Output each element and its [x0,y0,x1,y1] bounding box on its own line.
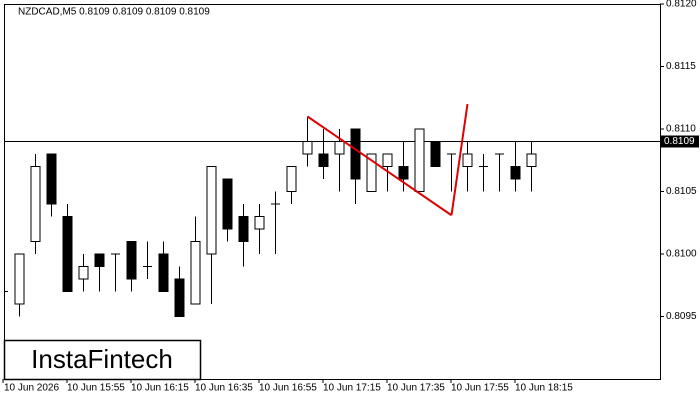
pattern-line [450,103,469,216]
x-tick-label: 10 Jun 18:15 [515,383,573,394]
candle-body [350,128,361,180]
x-tick-label: 10 Jun 2026 [4,383,59,394]
candle-body [14,253,25,305]
candle-body [238,216,249,242]
candle-body [94,253,105,267]
candle-body [254,216,265,230]
candle-body [382,153,393,167]
candle-body [222,178,233,230]
y-tick-label: 0.8095 [666,311,697,322]
candle-body [286,166,297,192]
candle-body [62,216,73,292]
candle-body [510,166,521,180]
plot [5,103,660,317]
x-tick-label: 10 Jun 17:15 [323,383,381,394]
candle-body [462,153,473,167]
y-tick-label: 0.8120 [666,0,697,10]
y-tick-label: 0.8100 [666,249,697,260]
candle-body [46,153,57,205]
last-price-label: 0.8109 [664,136,695,147]
logo: InstaFintech [31,344,173,374]
candle-body [78,266,89,280]
candle-body [430,141,441,167]
x-tick-label: 10 Jun 15:55 [67,383,125,394]
x-tick-label: 10 Jun 17:55 [451,383,509,394]
last-price-box [661,135,699,148]
candle-body [126,241,137,280]
candle-body [158,253,169,292]
y-tick-label: 0.8105 [666,186,697,197]
candle-body [190,241,201,305]
candle-body [206,166,217,255]
candle-body [398,166,409,180]
logo-box [3,339,202,381]
candle-body [174,278,185,317]
x-tick-label: 10 Jun 16:55 [259,383,317,394]
candle-body [302,141,313,155]
chart-title: NZDCAD,M5 0.8109 0.8109 0.8109 0.8109 [18,7,210,18]
pattern-line [306,115,453,217]
x-tick-label: 10 Jun 16:15 [131,383,189,394]
x-tick-label: 10 Jun 16:35 [195,383,253,394]
y-tick-label: 0.8115 [666,61,696,72]
y-tick-label: 0.8110 [666,124,696,135]
candle-body [414,128,425,192]
candle-body [334,141,345,155]
x-tick-label: 10 Jun 17:35 [387,383,445,394]
candle-body [318,153,329,167]
candle-body [366,153,377,192]
candle-body [526,153,537,167]
candle-body [30,166,41,242]
